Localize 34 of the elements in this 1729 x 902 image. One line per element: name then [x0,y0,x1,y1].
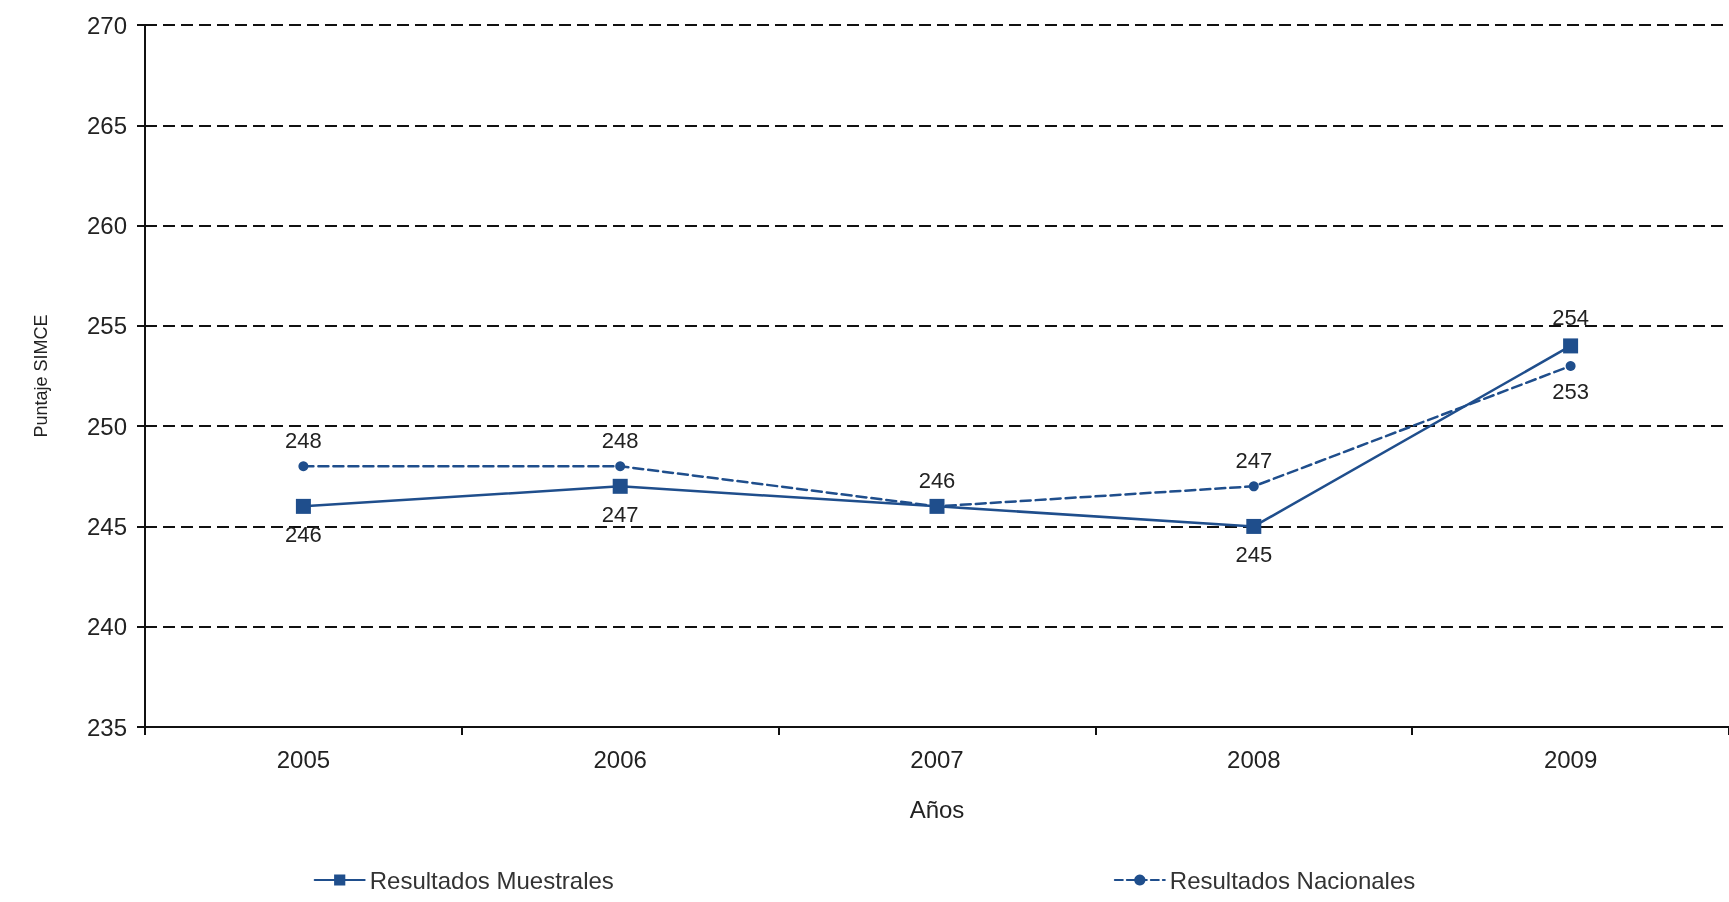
y-tick-label: 270 [86,11,127,39]
x-tick-label: 2006 [593,745,647,773]
data-label: 246 [918,467,956,493]
x-axis-title: Años [909,795,965,823]
y-tick-label: 255 [86,312,127,340]
point [1563,338,1579,354]
y-tick-label: 245 [86,512,127,540]
y-tick-label: 265 [86,111,127,139]
point [298,461,309,472]
point [1248,481,1259,492]
point [615,461,626,472]
data-label: 245 [1235,542,1273,568]
x-tick-label: 2007 [910,745,964,773]
y-tick-label: 235 [86,713,127,741]
data-label: 247 [1235,447,1273,473]
legend-label: Resultados Muestrales [369,866,614,894]
y-tick-label: 240 [86,613,127,641]
point [295,498,311,514]
legend-label: Resultados Nacionales [1169,866,1416,894]
data-label: 253 [1552,379,1589,405]
x-tick-label: 2008 [1227,745,1281,773]
x-tick-label: 2005 [276,745,331,773]
y-axis-title: Puntaje SIMCE [31,314,51,438]
data-label: 248 [601,427,639,453]
point [1565,360,1576,371]
data-label: 248 [285,427,322,453]
data-label: 246 [285,522,322,548]
y-tick-label: 260 [86,212,127,240]
point [1246,518,1262,534]
y-tick-label: 250 [86,412,127,440]
point [612,478,628,494]
data-label: 247 [601,502,639,528]
data-label: 254 [1552,304,1589,330]
x-tick-label: 2009 [1543,745,1598,773]
